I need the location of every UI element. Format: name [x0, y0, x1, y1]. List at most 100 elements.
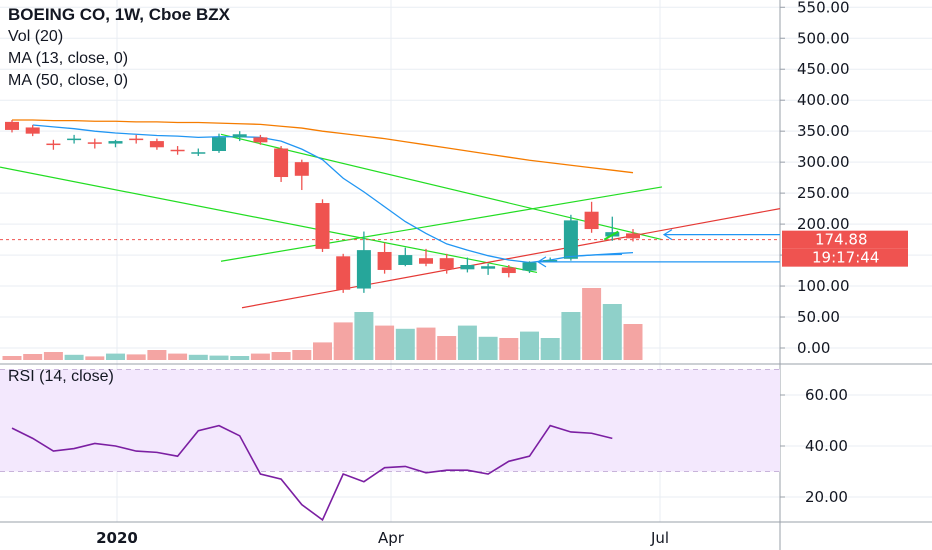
price-tick-label: 450.00 — [797, 60, 850, 78]
price-axis[interactable]: 0.0050.00100.00150.00200.00250.00300.003… — [780, 0, 908, 506]
candle-body — [398, 255, 413, 265]
volume-bar — [292, 350, 312, 360]
volume-bar — [250, 353, 270, 360]
candle-body — [356, 250, 371, 289]
rsi-line — [11, 424, 613, 522]
volume-bar — [147, 350, 167, 360]
symbol-title[interactable]: BOEING CO, 1W, Cboe BZX — [8, 5, 230, 24]
arrow-line — [603, 230, 619, 241]
ma50-line — [12, 119, 634, 174]
candle-body — [481, 266, 496, 269]
time-axis[interactable]: 2020 Apr Jul — [96, 529, 669, 547]
volume-bar — [478, 336, 498, 360]
volume-bar — [168, 353, 188, 360]
candle-body — [460, 264, 475, 270]
candle-body — [25, 127, 40, 134]
legend-ma13[interactable]: MA (13, close, 0) — [8, 50, 129, 67]
candle-body — [212, 137, 226, 151]
candle-body — [5, 121, 19, 130]
candle-body — [294, 162, 309, 176]
rsi-tick-label: 60.00 — [805, 386, 848, 404]
time-tick-label: 2020 — [96, 529, 138, 547]
candle-body — [501, 267, 516, 274]
candle-body — [191, 152, 206, 154]
volume-bar — [271, 352, 291, 360]
trend-line — [0, 166, 538, 274]
rsi-tick-label: 20.00 — [805, 488, 848, 506]
candle-body — [87, 142, 102, 144]
candle-body — [563, 220, 578, 259]
arrow-head — [536, 256, 547, 268]
volume-bar — [416, 327, 436, 360]
candle-body — [336, 256, 351, 290]
legend-ma50[interactable]: MA (50, close, 0) — [8, 72, 129, 89]
price-tick-label: 300.00 — [797, 153, 850, 171]
countdown-badge-text: 19:17:44 — [812, 249, 879, 267]
price-tick-label: 350.00 — [797, 122, 850, 140]
volume-bar — [623, 324, 643, 360]
volume-bar — [188, 354, 208, 360]
rsi-path — [11, 424, 613, 522]
candle-body — [543, 260, 558, 262]
candle-body — [170, 149, 185, 152]
volume-bar — [395, 328, 415, 360]
price-tick-label: 200.00 — [797, 215, 850, 233]
candle-body — [626, 233, 640, 239]
volume-bar — [561, 312, 581, 360]
price-tick-label: 250.00 — [797, 184, 850, 202]
volume-bar — [582, 288, 602, 360]
volume-bar — [64, 354, 84, 360]
volume-bar — [209, 355, 229, 360]
volume-bar — [2, 356, 22, 360]
candle-body — [67, 138, 82, 141]
volume-bar — [354, 312, 374, 360]
trend-line — [241, 208, 781, 309]
volume-bar — [126, 354, 146, 360]
rsi-band — [0, 369, 780, 472]
candles — [5, 120, 640, 293]
rsi-tick-label: 40.00 — [805, 437, 848, 455]
volume-bar — [43, 352, 63, 360]
volume-bar — [375, 325, 395, 360]
candle-body — [315, 203, 330, 249]
candle-body — [46, 143, 61, 146]
candle-body — [129, 138, 144, 141]
arrow-head — [662, 229, 673, 241]
volume-bar — [457, 325, 477, 360]
volume-bar — [540, 338, 560, 360]
volume-bar — [499, 338, 519, 360]
candle-body — [522, 262, 537, 271]
candle-body — [584, 211, 599, 230]
ma13-line — [32, 124, 634, 264]
volume-bar — [85, 356, 105, 360]
volume-bar — [520, 331, 539, 360]
volume-bar — [106, 353, 125, 360]
price-tick-label: 500.00 — [797, 29, 850, 47]
volume-bar — [230, 356, 250, 360]
rsi-legend[interactable]: RSI (14, close) — [8, 368, 114, 385]
candle-body — [419, 258, 433, 264]
volume-bar — [602, 304, 622, 360]
volume-bar — [437, 336, 457, 360]
candle-body — [253, 137, 268, 143]
arrow-line — [564, 253, 623, 258]
arrow-annotations[interactable] — [536, 229, 780, 268]
price-tick-label: 550.00 — [797, 0, 850, 16]
candle-body — [108, 141, 123, 144]
price-tick-label: 0.00 — [797, 339, 830, 357]
price-tick-label: 50.00 — [797, 308, 840, 326]
candle-body — [377, 251, 392, 270]
volume-bar — [333, 322, 353, 360]
chart-legend: BOEING CO, 1W, Cboe BZX Vol (20) MA (13,… — [8, 4, 230, 92]
volume-bars — [2, 288, 643, 360]
candle-body — [149, 141, 164, 148]
countdown-badge — [782, 248, 908, 267]
price-tick-label: 100.00 — [797, 277, 850, 295]
legend-volume[interactable]: Vol (20) — [8, 28, 64, 45]
price-tick-label: 400.00 — [797, 91, 850, 109]
volume-bar — [313, 342, 332, 360]
candle-body — [232, 134, 247, 138]
volume-bar — [23, 354, 43, 360]
moving-averages — [12, 119, 634, 264]
trend-line — [220, 186, 663, 262]
